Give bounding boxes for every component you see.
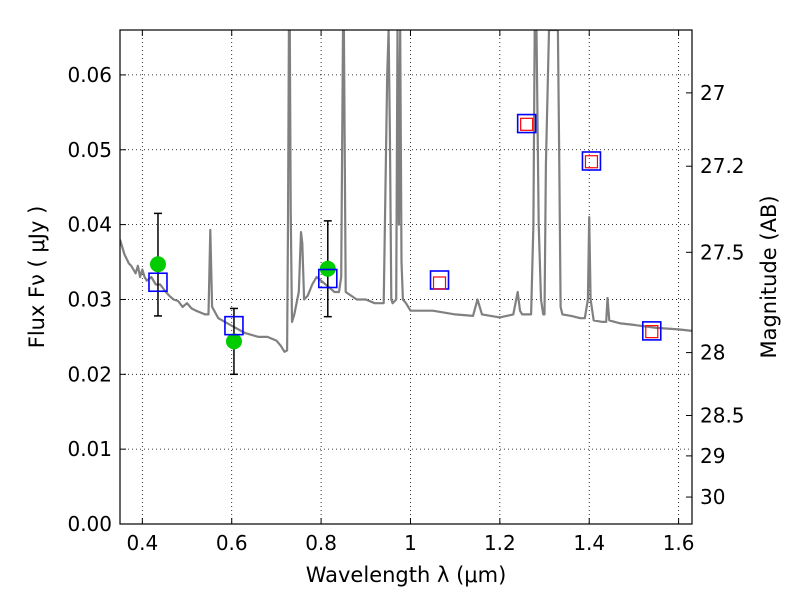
y-tick-label: 0.06 <box>67 63 112 87</box>
right-tick-label: 28.5 <box>700 403 745 427</box>
x-tick-label: 1.4 <box>573 531 605 555</box>
right-tick-label: 27.5 <box>700 240 745 264</box>
right-tick-label: 29 <box>700 444 725 468</box>
model-inner-marker <box>645 325 659 339</box>
x-tick-label: 0.6 <box>216 531 248 555</box>
model-marker <box>148 272 168 293</box>
model-inner-marker <box>520 117 534 131</box>
model-inner-marker <box>584 155 599 169</box>
y-tick-label: 0.02 <box>67 362 112 386</box>
x-tick-label: 1 <box>404 531 417 555</box>
x-tick-label: 0.8 <box>305 531 337 555</box>
x-axis-title: Wavelength λ (μm) <box>306 563 507 587</box>
grid-lines <box>120 30 692 524</box>
right-tick-label: 27.2 <box>700 154 745 178</box>
spectrum-series <box>120 30 692 353</box>
x-tick-label: 0.4 <box>126 531 158 555</box>
model-marker <box>641 321 662 341</box>
right-axis-ticks: 27 27.2 27.5 28 28.5 29 30 <box>686 81 745 509</box>
right-axis-title: Magnitude (AB) <box>757 195 781 358</box>
y-tick-label: 0.04 <box>67 213 112 237</box>
model-marker <box>581 151 602 171</box>
model-marker <box>516 113 537 134</box>
right-tick-label: 30 <box>700 485 725 509</box>
right-tick-label: 28 <box>700 341 725 365</box>
y-tick-label: 0.00 <box>67 512 112 536</box>
plot-frame <box>119 29 693 525</box>
x-axis-ticks: 0.4 0.6 0.8 1 1.2 1.4 1.6 <box>126 30 695 555</box>
observed-marker <box>149 256 166 273</box>
model-marker <box>224 315 244 336</box>
observed-point <box>149 212 166 317</box>
y-tick-label: 0.03 <box>67 287 112 311</box>
y-axis-title: Flux Fν ( μJy ) <box>25 206 49 349</box>
y-tick-label: 0.05 <box>67 138 112 162</box>
model-inner-marker <box>432 276 447 290</box>
x-tick-label: 1.2 <box>484 531 516 555</box>
model-marker <box>317 268 338 289</box>
spectrum-line <box>120 30 692 353</box>
observed-point <box>225 307 242 376</box>
y-tick-label: 0.01 <box>67 437 112 461</box>
observed-marker <box>225 333 242 350</box>
right-tick-label: 27 <box>700 81 725 105</box>
photometry-points <box>148 113 662 376</box>
y-axis-ticks: 0.00 0.01 0.02 0.03 0.04 0.05 0.06 <box>67 63 126 536</box>
x-tick-label: 1.6 <box>663 531 695 555</box>
